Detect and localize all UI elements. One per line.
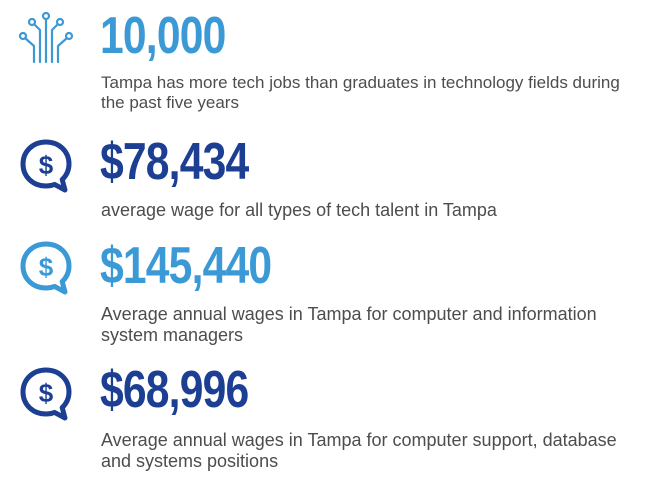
stat-value: $78,434 [100, 133, 249, 191]
dollar-speech-bubble-icon: $ [20, 367, 72, 421]
dollar-speech-bubble-icon: $ [20, 139, 72, 193]
stat-description: Average annual wages in Tampa for comput… [101, 304, 597, 345]
svg-text:$: $ [39, 252, 54, 282]
svg-text:$: $ [39, 150, 54, 180]
circuit-icon [18, 11, 74, 64]
stat-value: $68,996 [100, 361, 249, 419]
stat-description: Average annual wages in Tampa for comput… [101, 430, 617, 471]
dollar-speech-bubble-icon: $ [20, 241, 72, 295]
stat-value: 10,000 [100, 7, 226, 65]
stat-description: average wage for all types of tech talen… [101, 200, 497, 220]
stat-description: Tampa has more tech jobs than graduates … [101, 73, 620, 112]
svg-text:$: $ [39, 378, 54, 408]
stat-value: $145,440 [100, 237, 272, 295]
